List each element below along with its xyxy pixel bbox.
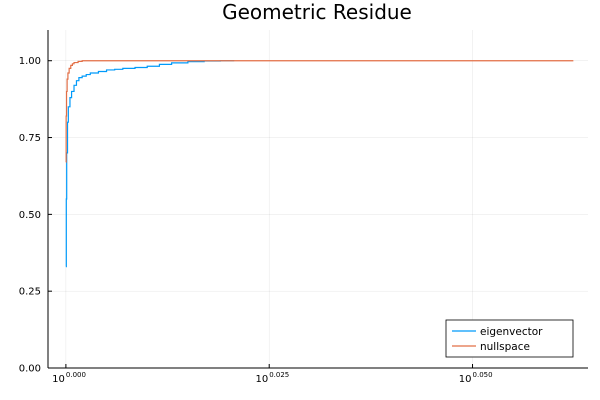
chart-title: Geometric Residue (222, 0, 412, 24)
x-tick-label-base: 10 (459, 374, 472, 385)
legend: eigenvector nullspace (445, 319, 574, 358)
y-tick-label: 0.50 (19, 210, 41, 221)
legend-label-eigenvector: eigenvector (480, 326, 543, 338)
x-tick-label-exponent: 0.025 (269, 371, 289, 379)
legend-label-nullspace: nullspace (480, 341, 530, 353)
x-tick-label-base: 10 (255, 374, 268, 385)
y-tick-label: 1.00 (19, 56, 41, 67)
x-tick-label-exponent: 0.050 (473, 371, 493, 379)
x-tick-label-exponent: 0.000 (66, 371, 86, 379)
series-lines (65, 60, 574, 268)
y-tick-label: 0.75 (19, 133, 41, 144)
x-tick-label-base: 10 (52, 374, 65, 385)
series-line-eigenvector (65, 60, 235, 268)
series-line-nullspace (65, 60, 574, 163)
y-tick-label: 0.00 (19, 364, 41, 375)
legend-box (445, 319, 574, 358)
y-tick-label: 0.25 (19, 287, 41, 298)
